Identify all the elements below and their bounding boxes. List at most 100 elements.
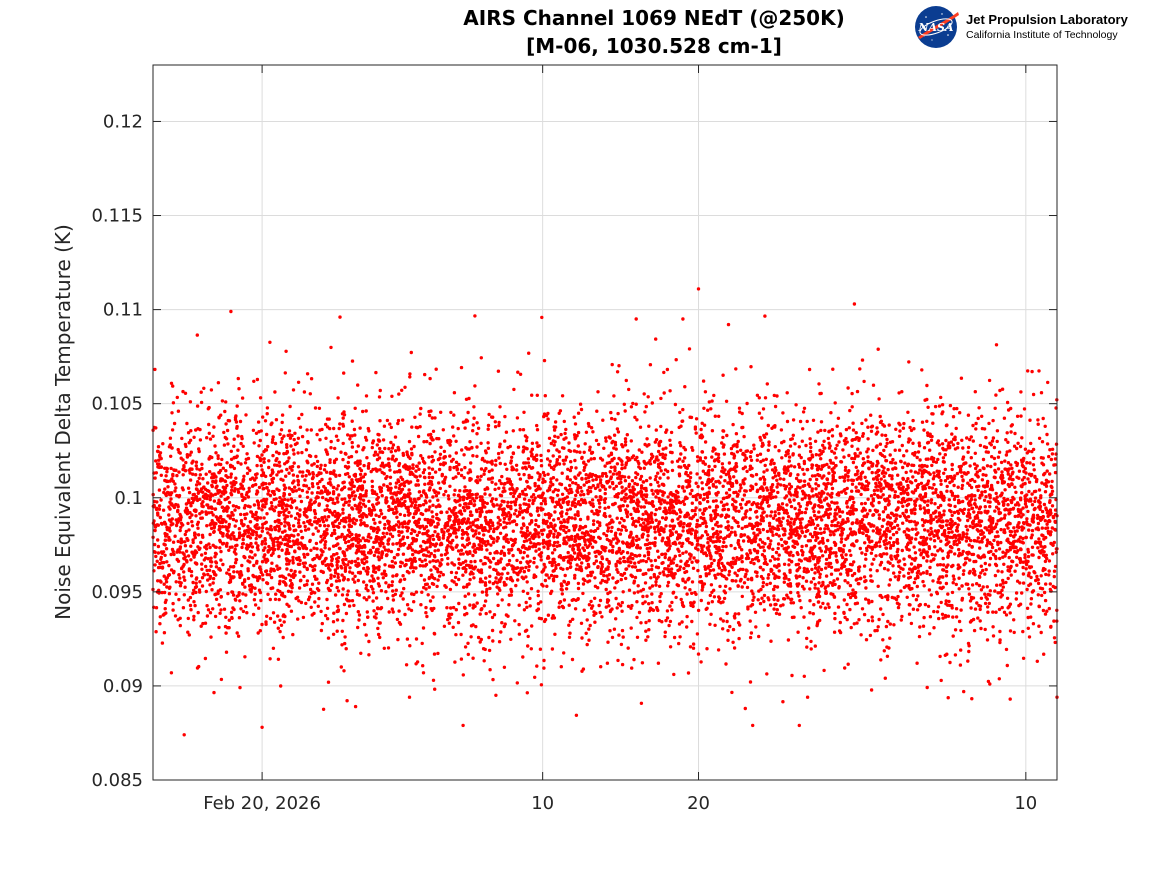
- data-point: [254, 541, 258, 545]
- data-point: [653, 512, 657, 517]
- data-point: [828, 458, 832, 463]
- data-point: [900, 390, 904, 394]
- data-point: [659, 396, 663, 401]
- data-point: [762, 599, 766, 604]
- data-point: [632, 506, 636, 511]
- data-point: [615, 606, 619, 610]
- data-point: [993, 468, 997, 473]
- data-point: [666, 495, 670, 499]
- data-point: [1006, 503, 1010, 507]
- data-point: [186, 486, 191, 490]
- data-point: [320, 621, 324, 626]
- data-point: [1033, 571, 1037, 575]
- data-point: [268, 533, 272, 537]
- data-point: [511, 529, 515, 533]
- data-point: [462, 453, 466, 457]
- data-point: [378, 607, 383, 611]
- data-point: [204, 472, 208, 476]
- data-point: [915, 584, 919, 589]
- data-point: [617, 364, 621, 368]
- data-point: [488, 565, 492, 569]
- data-point: [337, 493, 341, 497]
- data-point: [565, 541, 569, 545]
- data-point: [480, 607, 484, 611]
- data-point: [1025, 451, 1030, 455]
- data-point: [401, 525, 405, 529]
- data-point: [423, 517, 427, 522]
- data-point: [164, 576, 169, 580]
- data-point: [231, 504, 236, 508]
- data-point: [564, 587, 569, 591]
- data-point: [752, 561, 756, 566]
- data-point: [430, 482, 434, 487]
- data-point: [548, 459, 552, 463]
- data-point: [618, 508, 623, 513]
- data-point: [749, 365, 753, 369]
- data-point: [902, 557, 906, 561]
- data-point: [976, 416, 980, 421]
- data-point: [967, 592, 972, 596]
- data-point: [500, 621, 504, 625]
- data-point: [731, 640, 735, 644]
- data-point: [275, 473, 279, 477]
- data-point: [665, 543, 669, 547]
- data-point: [579, 493, 583, 497]
- data-point: [245, 491, 249, 495]
- data-point: [219, 608, 223, 612]
- data-point: [331, 544, 336, 548]
- data-point: [533, 484, 537, 488]
- data-point: [872, 557, 876, 561]
- data-point: [902, 454, 906, 458]
- data-point: [454, 451, 458, 455]
- data-point: [197, 476, 201, 480]
- data-point: [1021, 560, 1025, 564]
- data-point: [980, 414, 984, 418]
- data-point: [464, 418, 469, 422]
- data-point: [274, 592, 278, 596]
- data-point: [498, 461, 502, 466]
- data-point: [696, 608, 701, 613]
- data-point: [353, 574, 357, 578]
- data-point: [871, 497, 875, 501]
- data-point: [996, 569, 1000, 573]
- data-point: [513, 537, 518, 542]
- data-point: [261, 548, 266, 552]
- data-point: [178, 528, 182, 533]
- data-point: [691, 494, 695, 499]
- data-point: [174, 468, 178, 472]
- data-point: [698, 508, 702, 512]
- data-point: [777, 534, 781, 538]
- data-point: [169, 671, 174, 675]
- data-point: [248, 468, 252, 473]
- data-point: [527, 564, 531, 569]
- data-point: [408, 375, 412, 379]
- data-point: [262, 516, 266, 520]
- data-point: [471, 429, 475, 433]
- data-point: [163, 607, 167, 611]
- data-point: [263, 546, 267, 550]
- data-point: [714, 485, 718, 489]
- data-point: [604, 439, 608, 443]
- data-point: [801, 427, 805, 431]
- data-point: [192, 614, 196, 619]
- data-point: [335, 536, 339, 541]
- data-point: [260, 508, 264, 512]
- data-point: [773, 510, 777, 514]
- data-point: [631, 401, 635, 406]
- data-point: [340, 629, 344, 633]
- data-point: [660, 516, 665, 520]
- data-point: [925, 383, 929, 388]
- data-point: [528, 537, 532, 542]
- data-point: [353, 494, 358, 498]
- data-point: [158, 515, 162, 520]
- data-point: [937, 404, 942, 408]
- data-point: [967, 587, 971, 591]
- data-point: [258, 438, 262, 443]
- data-point: [536, 589, 540, 593]
- data-point: [327, 547, 332, 551]
- data-point: [534, 523, 538, 527]
- data-point: [356, 444, 360, 448]
- data-point: [1032, 507, 1037, 512]
- data-point: [517, 632, 522, 636]
- data-point: [336, 589, 341, 593]
